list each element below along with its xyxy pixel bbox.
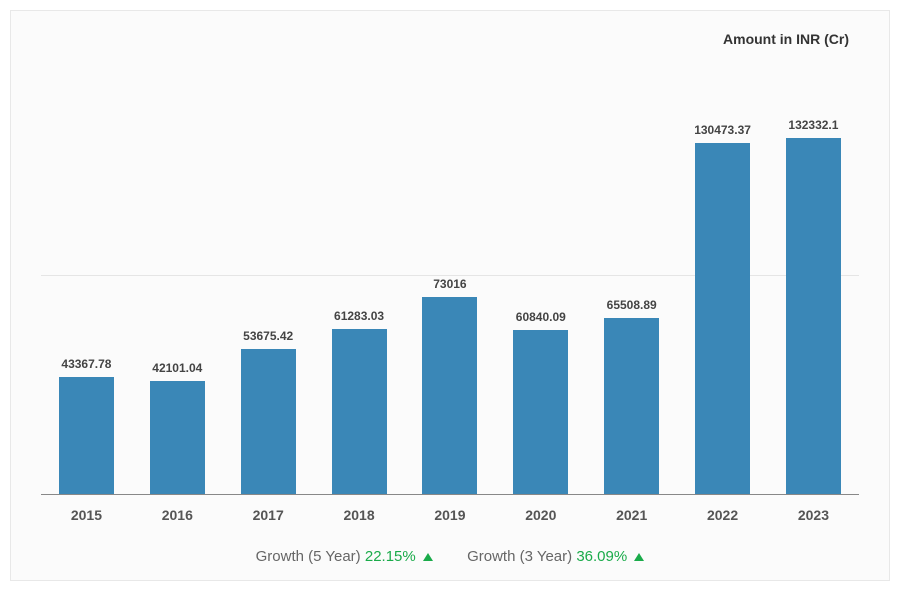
bar-value-label: 53675.42 bbox=[243, 329, 293, 343]
plot-area: 43367.78 42101.04 53675.42 61283.03 73016 608… bbox=[41, 57, 859, 495]
growth-5yr: Growth (5 Year) 22.15% bbox=[256, 548, 433, 565]
bar bbox=[150, 381, 205, 494]
bar bbox=[241, 349, 296, 494]
x-tick-label: 2021 bbox=[591, 507, 673, 523]
bar-value-label: 73016 bbox=[433, 277, 466, 291]
bar bbox=[59, 377, 114, 494]
x-tick-label: 2020 bbox=[500, 507, 582, 523]
bar bbox=[695, 143, 750, 494]
growth-3yr-label: Growth (3 Year) bbox=[467, 548, 572, 565]
chart-title: Amount in INR (Cr) bbox=[41, 31, 859, 47]
bar-group: 73016 bbox=[409, 117, 491, 494]
bar-group: 130473.37 bbox=[682, 117, 764, 494]
x-tick-label: 2022 bbox=[682, 507, 764, 523]
bar bbox=[513, 330, 568, 494]
up-arrow-icon bbox=[634, 553, 644, 561]
chart-container: Amount in INR (Cr) 43367.78 42101.04 53675… bbox=[10, 10, 890, 581]
growth-footer: Growth (5 Year) 22.15% Growth (3 Year) 3… bbox=[41, 523, 859, 565]
growth-3yr-value: 36.09% bbox=[576, 548, 627, 565]
bar-value-label: 43367.78 bbox=[61, 357, 111, 371]
bar-group: 132332.1 bbox=[773, 117, 855, 494]
x-axis: 2015 2016 2017 2018 2019 2020 2021 2022 2023 bbox=[41, 495, 859, 523]
bar bbox=[422, 297, 477, 494]
bar bbox=[332, 329, 387, 494]
x-tick-label: 2023 bbox=[773, 507, 855, 523]
x-tick-label: 2015 bbox=[46, 507, 128, 523]
x-tick-label: 2019 bbox=[409, 507, 491, 523]
growth-5yr-value: 22.15% bbox=[365, 548, 416, 565]
bar-group: 53675.42 bbox=[227, 117, 309, 494]
bar-value-label: 42101.04 bbox=[152, 361, 202, 375]
up-arrow-icon bbox=[423, 553, 433, 561]
bar-group: 61283.03 bbox=[318, 117, 400, 494]
bar-value-label: 61283.03 bbox=[334, 309, 384, 323]
bar bbox=[604, 318, 659, 494]
x-tick-label: 2016 bbox=[136, 507, 218, 523]
bar-value-label: 130473.37 bbox=[694, 123, 751, 137]
bar-value-label: 60840.09 bbox=[516, 310, 566, 324]
bar-group: 42101.04 bbox=[136, 117, 218, 494]
growth-3yr: Growth (3 Year) 36.09% bbox=[467, 548, 644, 565]
x-tick-label: 2017 bbox=[227, 507, 309, 523]
bar-value-label: 132332.1 bbox=[788, 118, 838, 132]
bar-group: 60840.09 bbox=[500, 117, 582, 494]
bar bbox=[786, 138, 841, 494]
bar-value-label: 65508.89 bbox=[607, 298, 657, 312]
bar-group: 43367.78 bbox=[46, 117, 128, 494]
bar-group: 65508.89 bbox=[591, 117, 673, 494]
x-tick-label: 2018 bbox=[318, 507, 400, 523]
growth-5yr-label: Growth (5 Year) bbox=[256, 548, 361, 565]
